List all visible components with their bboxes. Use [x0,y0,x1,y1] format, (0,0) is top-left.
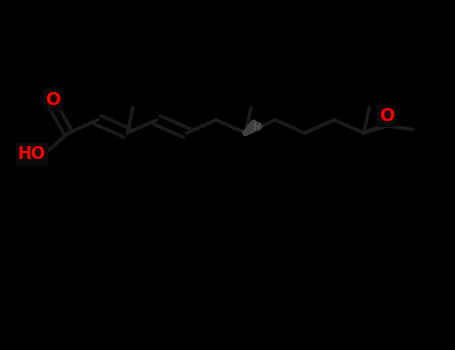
Text: R: R [253,122,261,132]
Text: O: O [46,91,61,109]
Text: HO: HO [18,145,46,163]
Text: O: O [379,107,394,125]
